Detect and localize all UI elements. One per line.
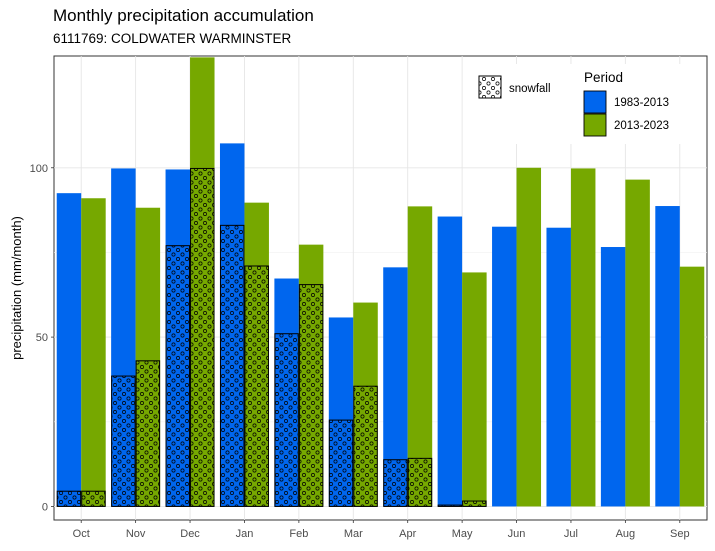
y-tick-label: 0 (42, 501, 48, 513)
snowfall-bar-2013-2023-Apr (407, 457, 433, 507)
chart-title: Monthly precipitation accumulation (53, 6, 314, 25)
bar-1983-2013-Jul (546, 227, 571, 507)
bar-1983-2013-May (437, 216, 463, 507)
snowfall-bar-2013-2023-Nov (135, 360, 161, 507)
bar-2013-2023-Jun (516, 167, 542, 507)
legend-label-2013-2023: 2013-2023 (614, 120, 669, 132)
x-tick-label: May (452, 528, 473, 540)
bar-2013-2023-Oct (81, 198, 106, 507)
bar-2013-2023-Jul (570, 168, 596, 507)
snowfall-bar-1983-2013-Feb (274, 333, 299, 507)
chart-subtitle: 6111769: COLDWATER WARMINSTER (53, 31, 292, 46)
x-tick-label: Jan (236, 528, 254, 540)
snowfall-bar-1983-2013-Jan (219, 224, 245, 507)
snowfall-bar-1983-2013-Apr (383, 459, 408, 507)
x-tick-label: Dec (180, 528, 200, 540)
bar-2013-2023-May (462, 272, 487, 507)
x-tick-label: Feb (289, 528, 308, 540)
legend-background (470, 64, 695, 144)
snowfall-bar-2013-2023-Mar (353, 385, 378, 507)
x-tick-label: Jul (564, 528, 578, 540)
bar-1983-2013-Sep (655, 206, 680, 507)
legend-key-2013-2023 (583, 113, 607, 137)
snowfall-bar-1983-2013-May (437, 504, 463, 507)
snowfall-bar-2013-2023-May (462, 500, 487, 507)
legend-key-1983-2013 (583, 90, 607, 114)
y-tick-label: 100 (30, 163, 48, 175)
bar-2013-2023-Aug (625, 179, 650, 507)
y-axis-title: precipitation (mm/month) (9, 216, 24, 360)
bar-1983-2013-Oct (56, 193, 82, 507)
dotted-pattern-icon (478, 75, 502, 99)
x-tick-label: Apr (399, 528, 416, 540)
bar-2013-2023-Sep (679, 266, 705, 507)
snowfall-bar-1983-2013-Oct (56, 490, 82, 507)
bar-2013-2023-Apr (407, 206, 433, 507)
snowfall-bar-1983-2013-Dec (165, 245, 191, 507)
snowfall-legend-label: snowfall (509, 83, 551, 95)
x-tick-label: Aug (616, 528, 636, 540)
snowfall-bar-2013-2023-Jan (244, 265, 269, 507)
x-tick-label: Sep (670, 528, 690, 540)
x-tick-label: Jun (508, 528, 526, 540)
x-tick-label: Mar (344, 528, 363, 540)
bar-1983-2013-Jun (492, 226, 517, 507)
bar-1983-2013-Aug (600, 247, 626, 507)
y-tick-label: 50 (36, 332, 48, 344)
snowfall-bar-2013-2023-Dec (190, 167, 215, 507)
legend-label-1983-2013: 1983-2013 (614, 97, 669, 109)
legend-title: Period (584, 70, 623, 85)
snowfall-bar-2013-2023-Oct (81, 490, 106, 507)
snowfall-bar-1983-2013-Mar (328, 419, 354, 507)
snowfall-bar-1983-2013-Nov (111, 375, 136, 507)
snowfall-bar-2013-2023-Feb (298, 284, 324, 507)
x-tick-label: Nov (126, 528, 146, 540)
x-tick-label: Oct (73, 528, 90, 540)
